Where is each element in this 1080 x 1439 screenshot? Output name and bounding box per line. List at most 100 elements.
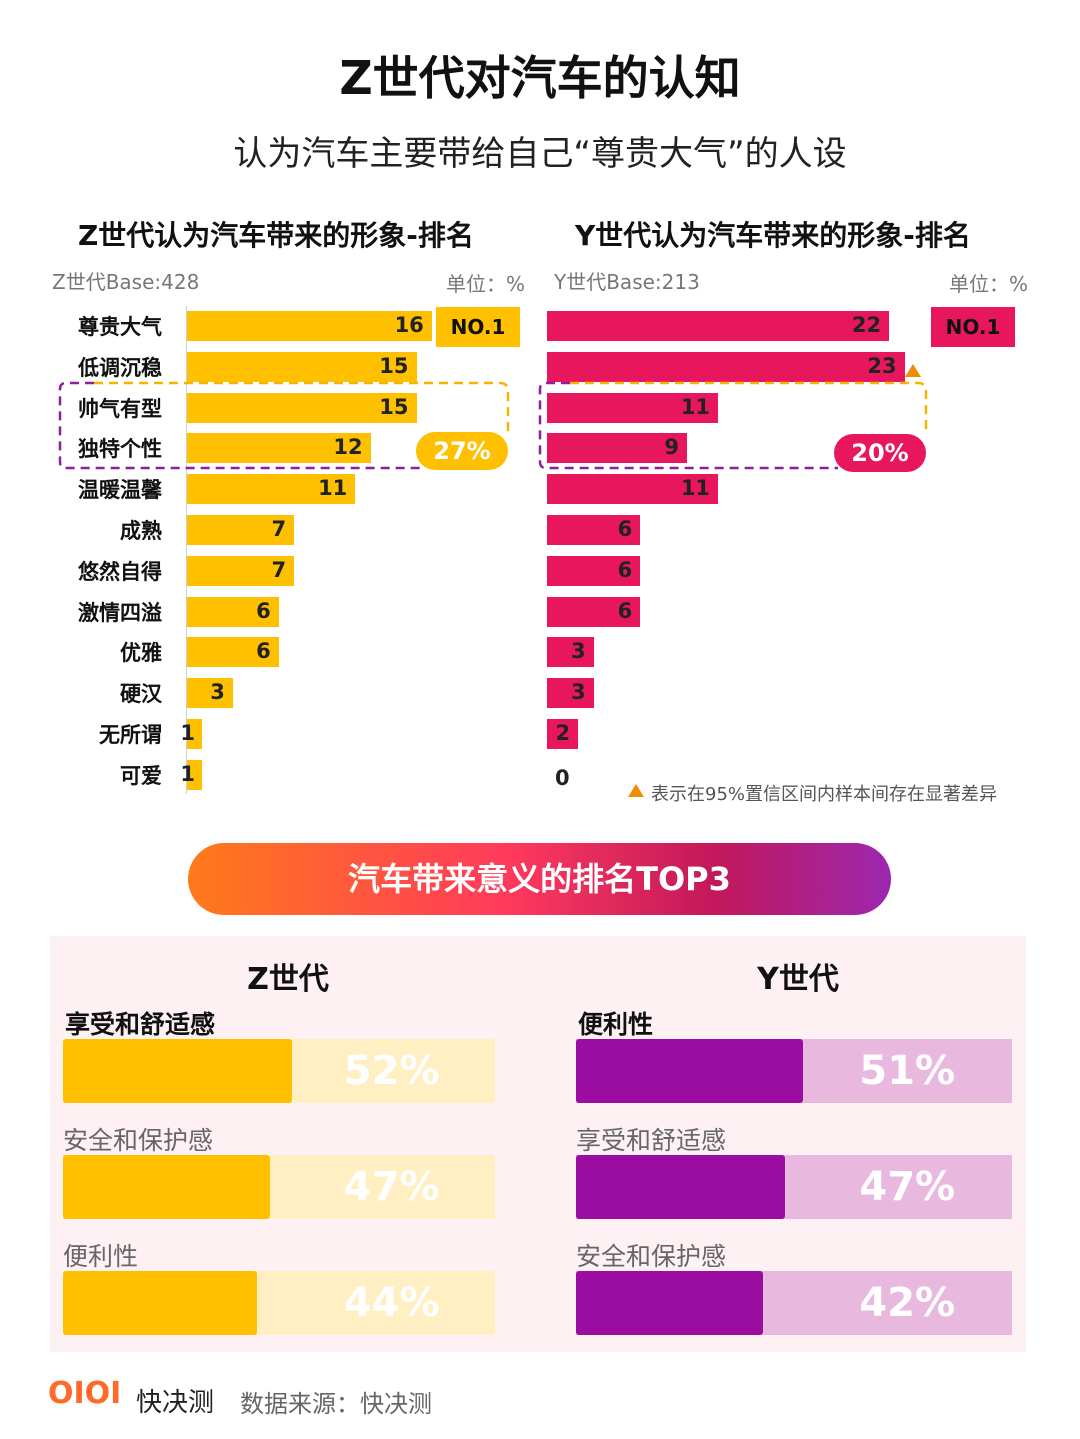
z-bar xyxy=(187,759,203,790)
z-image-chart: 尊贵大气 16 低调沉稳 15 帅气有型 15 独特个性 12 温暖温馨 11 成熟 7 悠然自得 7 激情… xyxy=(0,0,540,800)
y-top3-label: 便利性 xyxy=(578,1010,654,1039)
y-bar xyxy=(547,719,579,749)
z-bar xyxy=(187,678,233,709)
z-bar-value: 6 xyxy=(256,598,271,623)
z-bar-value: 3 xyxy=(210,680,225,705)
z-group-box-yellow xyxy=(94,381,510,434)
y-bar-value: 3 xyxy=(571,680,586,705)
y-bar-value: 3 xyxy=(571,639,586,664)
z-group-box-purple xyxy=(58,381,420,470)
z-bar-value: 7 xyxy=(271,557,287,582)
z-bar xyxy=(187,637,279,668)
y-top3-fill xyxy=(576,1271,763,1335)
y-gen-title: Y世代 xyxy=(757,962,839,997)
z-top3-label: 安全和保护感 xyxy=(63,1126,214,1155)
z-category-label: 尊贵大气 xyxy=(78,315,162,339)
y-top3-label: 享受和舒适感 xyxy=(576,1126,727,1155)
y-bar-value: 22 xyxy=(851,313,882,337)
z-top3-track: 52% xyxy=(63,1039,495,1103)
z-bar xyxy=(187,515,295,545)
z-bar xyxy=(187,555,295,586)
z-chart-title: Z世代认为汽车带来的形象-排名 xyxy=(78,219,474,252)
y-bar xyxy=(547,678,594,709)
z-category-label: 无所谓 xyxy=(99,723,162,747)
y-unit-note: 单位：% xyxy=(948,272,1028,296)
z-top3-label: 享受和舒适感 xyxy=(65,1010,216,1039)
y-bar xyxy=(547,311,890,341)
y-top3-value: 47% xyxy=(859,1164,956,1210)
z-top3-fill xyxy=(63,1271,257,1335)
z-bar-value: 15 xyxy=(379,353,409,378)
z-bar-value: 11 xyxy=(318,476,348,501)
y-bar-value: 23 xyxy=(867,353,897,378)
y-top3-track: 42% xyxy=(576,1271,1012,1335)
z-category-label: 可爱 xyxy=(120,763,162,788)
y-bar xyxy=(547,596,641,627)
z-category-label: 低调沉稳 xyxy=(78,355,162,380)
y-bar xyxy=(547,637,594,668)
y-bar-value: 6 xyxy=(617,598,633,623)
significance-note: 表示在95%置信区间内样本间存在显著差异 xyxy=(651,784,998,805)
y-base-note: Y世代Base:213 xyxy=(554,270,700,294)
y-top3-value: 51% xyxy=(859,1048,956,1094)
z-bar-value: 1 xyxy=(180,761,195,786)
y-group-box-yellow xyxy=(570,381,928,434)
y-group-box-purple xyxy=(538,381,838,470)
y-top3-track: 47% xyxy=(576,1155,1012,1219)
z-top3-track: 44% xyxy=(63,1271,495,1335)
top3-banner: 汽车带来意义的排名TOP3 xyxy=(188,843,891,915)
y-bar-value: 0 xyxy=(555,765,570,790)
data-source: 数据来源：快决测 xyxy=(240,1390,432,1418)
z-top3-fill xyxy=(63,1155,271,1219)
y-bar-value: 11 xyxy=(680,394,711,419)
z-category-label: 帅气有型 xyxy=(78,396,162,421)
brand-name: 快决测 xyxy=(136,1388,215,1418)
y-bar xyxy=(547,392,719,423)
y-top3-track: 51% xyxy=(576,1039,1012,1103)
y-bar-value: 9 xyxy=(664,435,679,460)
z-bar-value: 15 xyxy=(379,394,409,419)
z-bar xyxy=(187,433,371,464)
z-category-label: 成熟 xyxy=(120,519,162,543)
y-bar xyxy=(547,351,905,382)
y-top3-label: 安全和保护感 xyxy=(576,1242,727,1271)
y-image-chart: 22 23 11 9 11 6 6 6 3 3 2 0 xyxy=(540,0,1080,800)
y-top3-value: 42% xyxy=(859,1280,956,1326)
legend-significance-marker xyxy=(628,784,644,797)
y-chart-title: Y世代认为汽车带来的形象-排名 xyxy=(575,219,971,252)
y-bar xyxy=(547,474,719,505)
page-title: Z世代对汽车的认知 xyxy=(339,51,741,105)
z-category-label: 悠然自得 xyxy=(78,559,162,584)
y-bar-value: 6 xyxy=(617,557,633,582)
z-category-label: 温暖温馨 xyxy=(78,478,162,503)
z-bar xyxy=(187,392,417,423)
y-bar-value: 2 xyxy=(555,721,571,745)
y-significance-marker xyxy=(905,364,921,377)
y-bar xyxy=(547,433,687,464)
z-group-pill: 27% xyxy=(416,432,508,470)
y-top3-fill xyxy=(576,1155,786,1219)
z-unit-note: 单位：% xyxy=(445,272,525,296)
page-subtitle: 认为汽车主要带给自己“尊贵大气”的人设 xyxy=(233,134,847,174)
y-bar xyxy=(547,515,641,545)
y-bar-value: 6 xyxy=(617,517,633,541)
z-top3-value: 52% xyxy=(343,1048,440,1094)
z-bar xyxy=(187,596,279,627)
z-bar xyxy=(187,311,432,341)
y-no1-badge: NO.1 xyxy=(931,307,1015,347)
y-bar-value: 11 xyxy=(680,476,711,501)
z-category-label: 硬汉 xyxy=(120,682,162,707)
z-top3-value: 47% xyxy=(343,1164,440,1210)
z-top3-chart: 享受和舒适感 52% 安全和保护感 47% 便利性 44% xyxy=(0,0,540,1360)
z-no1-badge: NO.1 xyxy=(436,307,520,347)
group-highlight-overlays xyxy=(58,381,928,470)
z-top3-label: 便利性 xyxy=(63,1242,139,1271)
z-bar-value: 1 xyxy=(180,721,195,745)
z-gen-title: Z世代 xyxy=(247,962,329,997)
y-top3-fill xyxy=(576,1039,803,1103)
z-bar-value: 6 xyxy=(256,639,271,664)
z-bar-value: 12 xyxy=(333,435,363,460)
y-bar xyxy=(547,555,641,586)
z-base-note: Z世代Base:428 xyxy=(52,270,200,294)
z-top3-value: 44% xyxy=(343,1280,440,1326)
